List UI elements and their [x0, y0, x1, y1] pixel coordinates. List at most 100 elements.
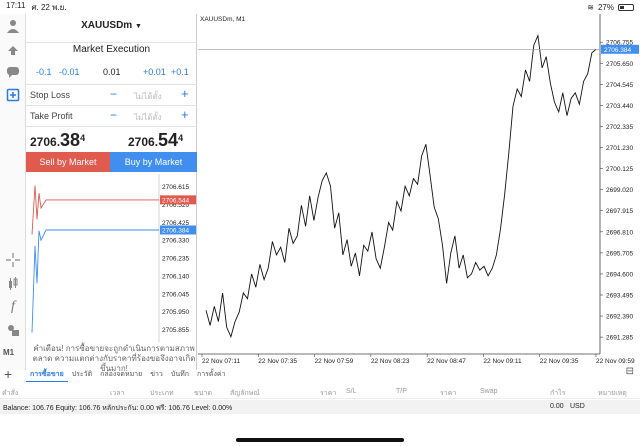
symbol-label: XAUUSDm — [81, 20, 133, 31]
battery-icon — [618, 3, 634, 11]
ask-line — [31, 185, 159, 235]
y-tick-label: 2695.705 — [606, 250, 633, 257]
tab-3[interactable]: ข่าว — [150, 371, 163, 378]
sell-price-big: 38 — [60, 130, 81, 150]
y-tick-label: 2691.285 — [606, 335, 633, 342]
table-header: คำสั่ง เวลา ประเภท ขนาด สัญลักษณ์ ราคา S/L T/P ร… — [0, 385, 640, 399]
terminal-tabs: การซื้อขาย ประวัติ กล่องจดหมาย ข่าว บันทึก กา… — [26, 368, 229, 382]
lot-input[interactable]: 0.01 — [103, 67, 121, 77]
bid-price-label: 2706.384 — [162, 227, 189, 234]
sell-price-main: 2706. — [30, 135, 61, 149]
stop-loss-label: Stop Loss — [30, 90, 71, 100]
symbol-selector[interactable]: XAUUSDm ▼ — [26, 20, 197, 31]
balance-currency: USD — [570, 403, 585, 410]
chat-icon[interactable] — [5, 64, 21, 80]
main-chart[interactable]: 2706.755 2705.650 2704.545 2703.440 2702.335… — [198, 14, 640, 366]
buy-price-big: 54 — [158, 130, 179, 150]
column-header[interactable]: Swap — [480, 388, 498, 395]
objects-icon[interactable] — [5, 322, 21, 338]
account-icon[interactable] — [5, 18, 21, 34]
column-header[interactable]: กำไร — [550, 390, 566, 397]
balance-text: Balance: 106.76 Equity: 106.76 หลักประกั… — [3, 405, 233, 412]
status-bar: 17:11 ศ. 22 พ.ย. ≋ 27% — [0, 0, 640, 14]
indicators-icon[interactable]: f — [11, 299, 15, 314]
take-profit-input[interactable]: ไม่ได้ตั้ง — [134, 113, 162, 122]
column-header[interactable]: T/P — [396, 388, 407, 395]
status-date: ศ. 22 พ.ย. — [31, 2, 67, 12]
take-profit-plus-button[interactable]: + — [181, 107, 189, 122]
column-header[interactable]: ราคา — [320, 390, 337, 397]
buy-price-sup: 4 — [178, 133, 184, 143]
buy-price: 2706.544 — [128, 130, 183, 151]
mini-tick-label: 2706.425 — [162, 220, 189, 227]
stop-loss-minus-button[interactable]: − — [110, 87, 118, 101]
x-tick-label: 22 Nov 09:35 — [540, 358, 579, 365]
sell-price: 2706.384 — [30, 130, 85, 151]
step-plus-01-button[interactable]: +0.1 — [171, 67, 189, 77]
mini-tick-label: 2706.235 — [162, 256, 189, 263]
x-tick-label: 22 Nov 07:59 — [315, 358, 354, 365]
divider — [26, 126, 197, 127]
stop-loss-row: Stop Loss − ไม่ได้ตั้ง + — [26, 86, 197, 102]
column-header[interactable]: S/L — [346, 388, 357, 395]
column-header[interactable]: คำสั่ง — [2, 390, 19, 397]
take-profit-label: Take Profit — [30, 111, 73, 121]
tab-4[interactable]: บันทึก — [170, 371, 189, 378]
stop-loss-plus-button[interactable]: + — [181, 86, 189, 101]
divider — [26, 105, 197, 106]
column-header[interactable]: เวลา — [110, 390, 125, 397]
y-tick-label: 2699.020 — [606, 187, 633, 194]
buy-by-market-button[interactable]: Buy by Market — [110, 152, 197, 172]
tab-5[interactable]: การตั้งค่า — [196, 371, 226, 378]
step-minus-01-button[interactable]: -0.1 — [36, 67, 52, 77]
y-tick-label: 2702.335 — [606, 124, 633, 131]
tab-0[interactable]: การซื้อขาย — [26, 368, 68, 382]
divider — [26, 84, 197, 85]
step-minus-001-button[interactable]: -0.01 — [59, 67, 80, 77]
y-tick-label: 2692.390 — [606, 314, 633, 321]
candles-icon[interactable] — [5, 276, 21, 292]
mini-tick-label: 2706.140 — [162, 273, 189, 280]
price-line — [205, 33, 597, 339]
sell-by-market-button[interactable]: Sell by Market — [26, 152, 110, 172]
stop-loss-input[interactable]: ไม่ได้ตั้ง — [134, 92, 162, 101]
x-tick-label: 22 Nov 08:47 — [427, 358, 466, 365]
y-tick-label: 2697.915 — [606, 208, 633, 215]
y-tick-label: 2696.810 — [606, 229, 633, 236]
execution-type[interactable]: Market Execution — [72, 44, 151, 55]
y-tick-label: 2705.650 — [606, 61, 633, 68]
price-chart: 2706.755 2705.650 2704.545 2703.440 2702.335… — [198, 14, 639, 365]
x-tick-label: 22 Nov 07:35 — [258, 358, 297, 365]
y-tick-label: 2701.230 — [606, 145, 633, 152]
column-header[interactable]: สัญลักษณ์ — [230, 390, 260, 397]
period-label[interactable]: M1 — [3, 348, 15, 357]
column-header[interactable]: ประเภท — [150, 390, 174, 397]
current-price-label: 2706.384 — [604, 47, 631, 54]
collapse-icon[interactable]: ⊟ — [625, 366, 634, 377]
mini-tick-label: 2705.950 — [162, 309, 189, 316]
crosshair-icon[interactable] — [5, 252, 21, 268]
add-icon[interactable]: + — [4, 366, 13, 382]
bid-price-tag — [160, 225, 196, 235]
y-tick-label: 2694.600 — [606, 271, 633, 278]
column-header[interactable]: ขนาด — [194, 390, 213, 397]
trade-arrows-icon[interactable] — [5, 41, 21, 57]
wifi-icon: ≋ — [587, 2, 594, 12]
balance-row: Balance: 106.76 Equity: 106.76 หลักประกั… — [0, 400, 640, 414]
column-header[interactable]: หมายเหตุ — [598, 390, 627, 397]
tab-1[interactable]: ประวัติ — [71, 371, 93, 378]
take-profit-minus-button[interactable]: − — [110, 108, 118, 122]
warning-text: คำเตือน! การซื้อขายจะถูกดำเนินการตามสภาพ… — [32, 344, 196, 373]
column-header[interactable]: ราคา — [440, 390, 457, 397]
tab-2[interactable]: กล่องจดหมาย — [100, 371, 143, 378]
sell-price-sup: 4 — [80, 133, 86, 143]
y-tick-label: 2703.440 — [606, 103, 633, 110]
lot-stepper: -0.1 -0.01 0.01 +0.01 +0.1 — [26, 67, 197, 79]
y-tick-label: 2706.755 — [606, 40, 633, 47]
new-order-icon[interactable] — [5, 87, 21, 103]
battery-fill — [620, 5, 624, 9]
chart-title: XAUUSDm, M1 — [200, 16, 246, 23]
x-tick-label: 22 Nov 09:59 — [596, 358, 635, 365]
mini-tick-label: 2706.330 — [162, 238, 189, 245]
step-plus-001-button[interactable]: +0.01 — [143, 67, 166, 77]
